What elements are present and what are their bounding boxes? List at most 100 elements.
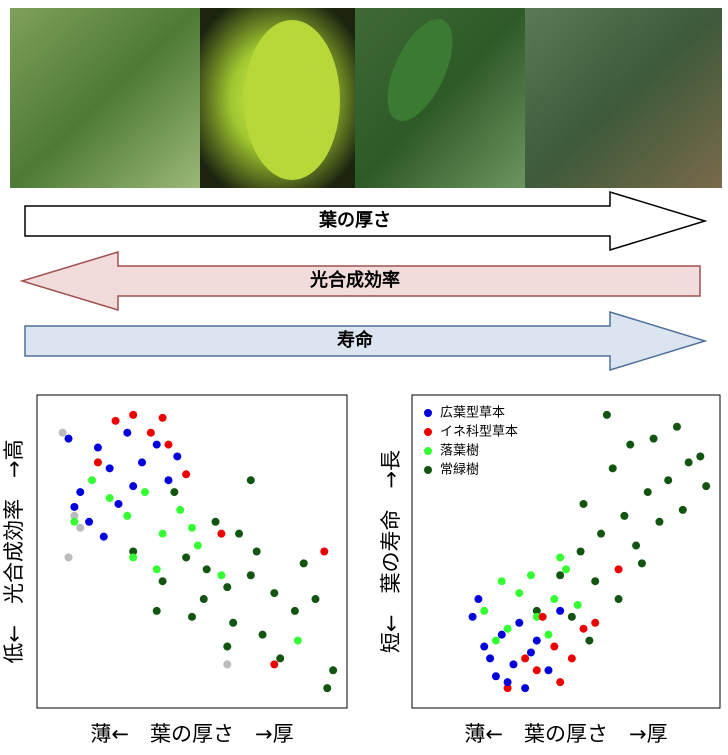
point	[603, 411, 611, 419]
point	[173, 452, 181, 460]
point	[591, 577, 599, 585]
point	[65, 435, 73, 443]
point	[294, 637, 302, 645]
point	[638, 559, 646, 567]
photos	[10, 8, 722, 188]
point	[123, 512, 131, 520]
point	[685, 458, 693, 466]
point	[147, 429, 155, 437]
point	[486, 654, 494, 662]
point	[650, 435, 658, 443]
point	[123, 429, 131, 437]
legend-marker	[424, 466, 432, 474]
arrow-label: 光合成効率	[309, 269, 400, 291]
point	[702, 482, 710, 490]
point	[574, 601, 582, 609]
point	[562, 565, 570, 573]
point	[70, 503, 78, 511]
leaf-shape	[244, 20, 340, 180]
point	[673, 423, 681, 431]
point	[106, 494, 114, 502]
point	[696, 452, 704, 460]
point	[182, 470, 190, 478]
point	[480, 607, 488, 615]
point	[188, 524, 196, 532]
point	[94, 444, 102, 452]
point	[469, 613, 477, 621]
point	[94, 458, 102, 466]
point	[76, 524, 84, 532]
point	[521, 684, 529, 692]
point	[568, 613, 576, 621]
point	[170, 488, 178, 496]
point	[65, 553, 73, 561]
point	[515, 589, 523, 597]
point	[323, 684, 331, 692]
point	[235, 530, 243, 538]
point	[223, 643, 231, 651]
point	[655, 518, 663, 526]
point	[188, 613, 196, 621]
point	[70, 518, 78, 526]
point	[591, 619, 599, 627]
y-axis-label: 低← 光合成効率 →高	[2, 439, 26, 663]
point	[129, 553, 137, 561]
point	[498, 631, 506, 639]
legend-entry: 落葉樹	[440, 444, 479, 459]
point	[259, 631, 267, 639]
point	[515, 619, 523, 627]
point	[153, 441, 161, 449]
point	[182, 553, 190, 561]
legend-entry: 広葉型草本	[440, 406, 505, 421]
x-axis-label: 薄← 葉の厚さ →厚	[90, 722, 293, 746]
legend-marker	[424, 409, 432, 417]
point	[504, 678, 512, 686]
point	[217, 530, 225, 538]
point	[85, 518, 93, 526]
point	[270, 589, 278, 597]
point	[533, 637, 541, 645]
point	[76, 488, 84, 496]
point	[159, 530, 167, 538]
point	[311, 595, 319, 603]
point	[329, 666, 337, 674]
point	[223, 660, 231, 668]
point	[159, 577, 167, 585]
point	[492, 637, 500, 645]
point	[217, 571, 225, 579]
point	[320, 548, 328, 556]
plot-frame	[37, 395, 347, 708]
point	[164, 441, 172, 449]
point	[527, 648, 535, 656]
point	[679, 506, 687, 514]
point	[544, 631, 552, 639]
point	[577, 548, 585, 556]
point	[176, 506, 184, 514]
legend-marker	[424, 428, 432, 436]
point	[253, 548, 261, 556]
point	[141, 488, 149, 496]
point	[59, 429, 67, 437]
point	[492, 672, 500, 680]
point	[550, 595, 558, 603]
plot-frame	[412, 395, 720, 708]
legend-entry: 常緑樹	[440, 463, 479, 478]
photo-herb	[10, 8, 200, 188]
x-axis-label: 薄← 葉の厚さ →厚	[464, 722, 667, 746]
point	[276, 654, 284, 662]
point	[480, 643, 488, 651]
figure: 葉の厚さ 光合成効率 寿命 薄← 葉の厚さ →厚低← 光合成効率 →高薄← 葉の…	[0, 0, 728, 751]
point	[229, 619, 237, 627]
legend-entry: イネ科型草本	[440, 425, 518, 440]
point	[194, 542, 202, 550]
point	[539, 613, 547, 621]
y-axis-label: 短← 葉の寿命 →長	[379, 450, 403, 653]
point	[527, 571, 535, 579]
point	[115, 500, 123, 508]
point	[544, 666, 552, 674]
point	[509, 660, 517, 668]
arrow-label: 寿命	[337, 329, 374, 351]
point	[550, 643, 558, 651]
point	[556, 571, 564, 579]
point	[626, 441, 634, 449]
